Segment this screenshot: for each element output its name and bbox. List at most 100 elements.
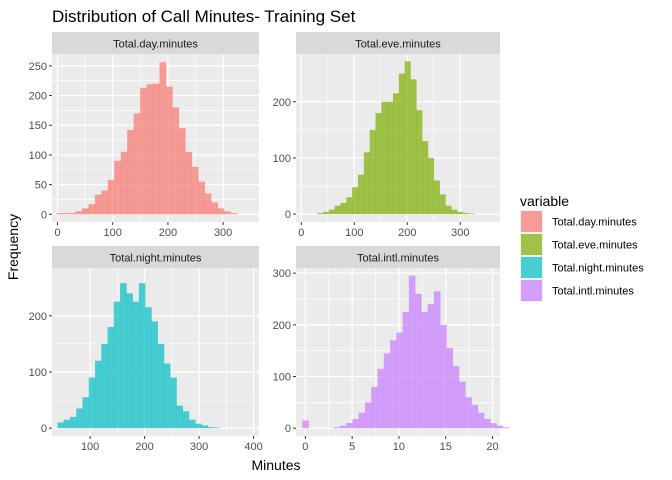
histogram-bar xyxy=(408,275,416,429)
y-tick-label: 200 xyxy=(273,97,291,109)
histogram-bar xyxy=(126,293,133,429)
histogram-bar xyxy=(477,412,485,429)
x-tick-label: 15 xyxy=(440,441,452,453)
histogram-bar xyxy=(484,418,491,429)
x-tick-label: 300 xyxy=(214,227,232,239)
histogram-bar xyxy=(433,291,441,429)
histogram-bar xyxy=(328,209,335,215)
histogram-bar xyxy=(323,211,330,215)
histogram-bar xyxy=(127,129,134,215)
facet-strip xyxy=(52,32,259,54)
histogram-bar xyxy=(94,194,102,215)
histogram-bar xyxy=(465,397,472,429)
facet-strip xyxy=(52,246,259,268)
histogram-bar xyxy=(346,423,353,429)
y-tick-label: 0 xyxy=(285,423,291,435)
x-tick-label: 20 xyxy=(486,441,498,453)
x-tick-label: 0 xyxy=(298,227,304,239)
histogram-bar xyxy=(339,425,347,429)
y-tick-label: 200 xyxy=(29,311,47,323)
histogram-bar xyxy=(471,404,479,429)
y-tick-label: 50 xyxy=(35,180,47,192)
facet-panel: Total.day.minutes 0 100 200 300 0 50 100 150 200 2… xyxy=(29,32,259,239)
histogram-bar xyxy=(333,427,341,429)
histogram-bar xyxy=(107,179,115,215)
chart-title: Distribution of Call Minutes- Training S… xyxy=(52,7,356,26)
facet-strip-label: Total.eve.minutes xyxy=(355,39,441,51)
y-tick-label: 150 xyxy=(29,120,47,132)
y-tick-label: 100 xyxy=(29,150,47,162)
histogram-bar xyxy=(392,93,400,215)
histogram-bar xyxy=(57,422,65,429)
histogram-bar xyxy=(151,321,158,429)
facet-strip xyxy=(296,246,500,268)
histogram-bar xyxy=(358,412,366,429)
legend-label: Total.day.minutes xyxy=(552,217,637,229)
histogram-bar xyxy=(302,420,309,429)
x-tick-label: 0 xyxy=(54,227,60,239)
histogram-bar xyxy=(182,411,190,429)
histogram-bar xyxy=(383,353,391,429)
x-tick-label: 200 xyxy=(135,441,153,453)
x-tick-label: 100 xyxy=(81,441,99,453)
legend-key xyxy=(521,234,542,255)
histogram-bar xyxy=(387,101,394,215)
histogram-bar xyxy=(496,425,504,429)
histogram-bar xyxy=(176,405,184,429)
x-tick-label: 100 xyxy=(345,227,363,239)
x-tick-label: 200 xyxy=(398,227,416,239)
facet-strip-label: Total.night.minutes xyxy=(110,253,202,265)
histogram-bar xyxy=(62,213,70,215)
histogram-bar xyxy=(364,402,372,429)
histogram-bar xyxy=(422,141,429,215)
x-tick-label: 0 xyxy=(302,441,308,453)
histogram-bar xyxy=(88,377,96,429)
histogram-bar xyxy=(457,211,464,215)
histogram-bar xyxy=(165,86,173,215)
histogram-bar xyxy=(146,84,154,215)
histogram-bar xyxy=(421,311,428,429)
histogram-bar xyxy=(133,113,141,215)
y-tick-label: 0 xyxy=(41,209,47,221)
histogram-bar xyxy=(195,423,202,429)
facet-panel: Total.eve.minutes 0 100 200 300 0 100 200 xyxy=(273,32,500,239)
histogram-bar xyxy=(170,377,177,429)
histogram-bar xyxy=(352,187,359,215)
y-tick-label: 100 xyxy=(273,153,291,165)
histogram-bar xyxy=(63,419,71,429)
histogram-bar xyxy=(120,283,127,429)
y-tick-label: 100 xyxy=(273,372,291,384)
histogram-bar xyxy=(185,151,193,215)
x-tick-label: 10 xyxy=(393,441,405,453)
histogram-bar xyxy=(452,366,460,429)
histogram-bar xyxy=(369,129,376,215)
histogram-bar xyxy=(75,211,83,215)
x-tick-label: 300 xyxy=(451,227,469,239)
x-tick-label: 200 xyxy=(159,227,177,239)
histogram-bar xyxy=(462,213,470,215)
histogram-bar xyxy=(375,112,382,215)
histogram-bar xyxy=(81,208,89,215)
x-axis-label: Minutes xyxy=(251,457,300,473)
histogram-bar xyxy=(398,73,405,215)
histogram-bar xyxy=(120,151,128,215)
facet-strip-label: Total.intl.minutes xyxy=(357,253,439,265)
histogram-bar xyxy=(107,326,115,429)
facet-strip-label: Total.day.minutes xyxy=(113,39,198,51)
histogram-bar xyxy=(381,101,388,215)
facet-panel: Total.night.minutes 100 200 300 400 0 100 200 xyxy=(29,246,263,453)
histogram-bar xyxy=(390,340,397,429)
x-tick-label: 5 xyxy=(349,441,355,453)
histogram-bar xyxy=(76,408,83,429)
histogram-bar xyxy=(159,62,167,215)
histogram-bar xyxy=(346,197,353,215)
histogram-bar xyxy=(138,283,146,429)
histogram-bar xyxy=(132,301,140,429)
histogram-bar xyxy=(163,363,171,429)
histogram-bar xyxy=(217,208,225,215)
histogram-bar xyxy=(189,419,196,429)
histogram-bar xyxy=(198,181,205,215)
x-tick-label: 100 xyxy=(104,227,122,239)
